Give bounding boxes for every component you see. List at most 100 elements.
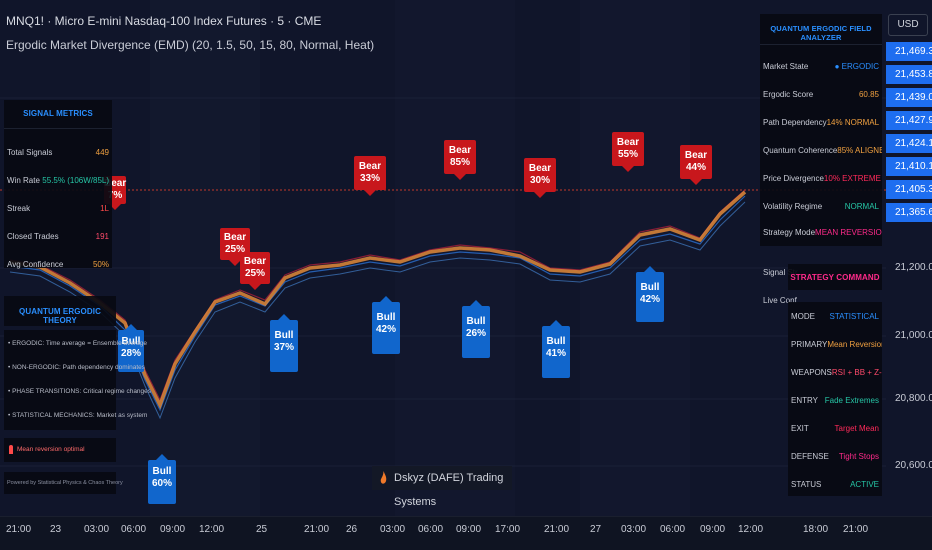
indicator-title: Ergodic Market Divergence (EMD) (20, 1.5…	[6, 38, 375, 52]
signal-metrics-title: SIGNAL METRICS	[23, 109, 93, 118]
divider	[4, 128, 112, 129]
bear-signal-text: Bear 44%	[684, 150, 708, 173]
bear-signal-label[interactable]: Bear 30%	[524, 158, 556, 198]
analyzer-label: Strategy Mode	[763, 228, 816, 237]
metric-row: Streak 1L	[4, 204, 112, 213]
bear-signal-label[interactable]: Bear 55%	[612, 132, 644, 172]
price-tag: 21,365.60	[886, 203, 932, 222]
theory-panel: • ERGODIC: Time average = Ensemble avera…	[4, 330, 151, 430]
price-tag: 21,453.86	[886, 65, 932, 84]
bull-signal-text: Bull 60%	[151, 466, 172, 489]
strategy-row: DEFENSE Tight Stops	[788, 452, 882, 461]
price-tick: 20,800.00	[895, 393, 932, 404]
analyzer-row: Volatility Regime NORMAL	[760, 202, 882, 211]
price-chart[interactable]	[0, 0, 886, 516]
strategy-value: Fade Extremes	[824, 396, 879, 405]
strategy-value: RSI + BB + Z-Score	[831, 368, 882, 377]
metric-value: 1L	[100, 204, 109, 213]
time-tick: 03:00	[84, 524, 110, 535]
strategy-row: MODE STATISTICAL	[788, 312, 882, 321]
bull-signal-text: Bull 26%	[465, 316, 486, 339]
metric-label: Avg Confidence	[7, 260, 64, 269]
bull-signal-label[interactable]: Bull 37%	[270, 314, 298, 372]
grid	[0, 97, 886, 467]
metric-value: 55.5% (106W/85L)	[42, 176, 109, 185]
bear-signal-label[interactable]: Bear 33%	[354, 156, 386, 196]
analyzer-title: QUANTUM ERGODIC FIELD ANALYZER	[770, 24, 872, 42]
bear-signal-text: Bear 55%	[616, 137, 640, 160]
price-tick: 21,200.00	[895, 262, 932, 273]
time-tick: 06:00	[121, 524, 147, 535]
bull-signal-label[interactable]: Bull 42%	[372, 296, 400, 354]
session-shade	[580, 0, 690, 516]
bull-signal-label[interactable]: Bull 42%	[636, 266, 664, 322]
analyzer-row: Path Dependency 14% NORMAL	[760, 118, 882, 127]
theory-footer-box: Powered by Statistical Physics & Chaos T…	[4, 472, 123, 494]
bull-signal-label[interactable]: Bull 26%	[462, 300, 490, 358]
analyzer-value: 85% ALIGNED	[837, 146, 882, 155]
metric-value: 449	[95, 148, 109, 157]
strategy-panel: MODE STATISTICAL PRIMARY Mean Reversion WE…	[788, 302, 882, 496]
strategy-title: STRATEGY COMMAND	[790, 273, 880, 282]
bull-signal-text: Bull 42%	[375, 312, 396, 335]
bear-signal-label[interactable]: Bear 25%	[240, 252, 270, 290]
price-tick: 21,000.00	[895, 330, 932, 341]
time-tick: 26	[346, 524, 358, 535]
strategy-row: PRIMARY Mean Reversion	[788, 340, 882, 349]
theory-line: • STATISTICAL MECHANICS: Market as syste…	[8, 412, 148, 419]
price-axis[interactable]	[886, 0, 932, 516]
time-tick: 06:00	[418, 524, 444, 535]
bear-signal-text: Bear 25%	[243, 256, 267, 279]
analyzer-value: NORMAL	[844, 202, 879, 211]
price-tag: 21,439.01	[886, 88, 932, 107]
tip-icon	[9, 445, 13, 454]
watermark-text: Dskyz (DAFE) Trading Systems	[394, 472, 504, 508]
time-tick: 21:00	[544, 524, 570, 535]
analyzer-value: 14% NORMAL	[826, 118, 880, 127]
flame-icon	[380, 471, 387, 484]
time-tick: 21:00	[304, 524, 330, 535]
analyzer-value: ● ERGODIC	[834, 62, 879, 71]
time-tick: 12:00	[738, 524, 764, 535]
bear-signal-label[interactable]: Bear 44%	[680, 145, 712, 185]
theory-tip: Mean reversion optimal	[17, 446, 85, 453]
bull-signal-text: Bull 41%	[545, 336, 566, 359]
signal-metrics-panel: SIGNAL METRICS Total Signals 449 Win Rate…	[4, 100, 112, 269]
currency-button[interactable]: USD	[888, 14, 928, 36]
metric-row: Avg Confidence 50%	[4, 260, 112, 269]
analyzer-label: Market State	[763, 62, 809, 71]
analyzer-label: Volatility Regime	[763, 202, 823, 211]
analyzer-row: Ergodic Score 60.85	[760, 90, 882, 99]
time-tick: 03:00	[621, 524, 647, 535]
analyzer-label: Ergodic Score	[763, 90, 814, 99]
bear-signal-label[interactable]: Bear 85%	[444, 140, 476, 180]
strategy-value: STATISTICAL	[829, 312, 880, 321]
time-tick: 21:00	[843, 524, 869, 535]
bull-signal-label[interactable]: Bull 41%	[542, 320, 570, 378]
theory-title: QUANTUM ERGODIC THEORY	[19, 307, 101, 325]
analyzer-row: Price Divergence 10% EXTREME	[760, 174, 882, 183]
time-tick: 18:00	[803, 524, 829, 535]
watermark: Dskyz (DAFE) Trading Systems	[372, 466, 512, 508]
strategy-label: STATUS	[791, 480, 822, 489]
bull-signal-label[interactable]: Bull 28%	[118, 324, 144, 372]
time-tick: 06:00	[660, 524, 686, 535]
time-tick: 17:00	[495, 524, 521, 535]
strategy-label: PRIMARY	[791, 340, 828, 349]
theory-line: • ERGODIC: Time average = Ensemble avera…	[8, 340, 148, 347]
bull-signal-text: Bull 28%	[120, 336, 141, 359]
bull-signal-text: Bull 37%	[273, 330, 294, 353]
price-tag: 21,405.38	[886, 180, 932, 199]
time-tick: 09:00	[456, 524, 482, 535]
bull-signal-text: Bull 42%	[639, 282, 660, 305]
strategy-label: DEFENSE	[791, 452, 829, 461]
theory-footer: Powered by Statistical Physics & Chaos T…	[7, 480, 123, 486]
bear-signal-text: Bear 85%	[448, 145, 472, 168]
strategy-title-box: STRATEGY COMMAND	[788, 264, 882, 290]
chart-area[interactable]: MNQ1! · Micro E-mini Nasdaq-100 Index Fu…	[0, 0, 886, 516]
strategy-label: WEAPONS	[791, 368, 832, 377]
time-axis[interactable]	[0, 516, 932, 550]
bull-signal-label[interactable]: Bull 60%	[148, 454, 176, 504]
strategy-value: Target Mean	[834, 424, 879, 433]
